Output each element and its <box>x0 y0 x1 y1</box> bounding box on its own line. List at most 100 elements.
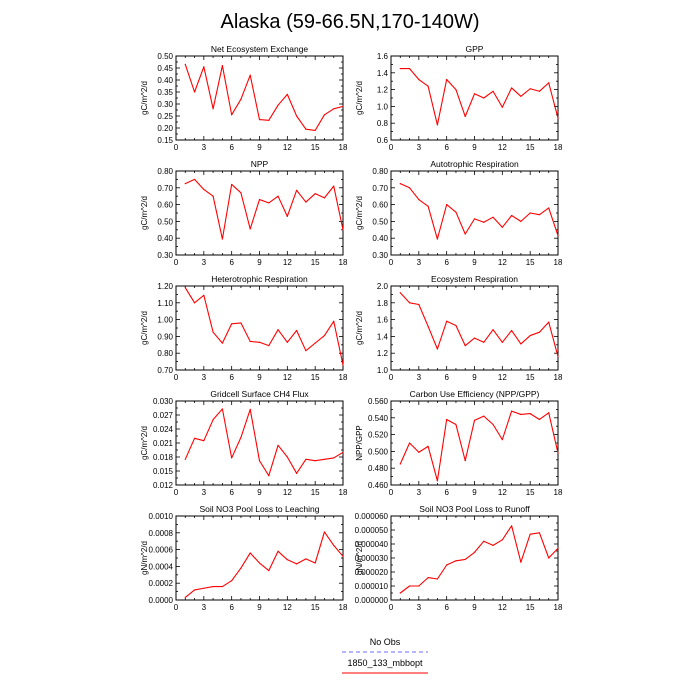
data-point <box>193 437 196 439</box>
data-point <box>203 440 205 442</box>
y-axis-label: gC/m^2/d <box>355 81 364 115</box>
series-line <box>184 64 344 131</box>
data-point <box>520 343 522 345</box>
y-axis-label: gC/m^2/d <box>140 426 149 460</box>
data-point <box>427 205 429 207</box>
x-tick-label: 18 <box>339 488 348 497</box>
data-point <box>427 577 429 579</box>
y-axis-label: gN/m^2/d <box>355 541 364 575</box>
y-tick-label: 0.030 <box>153 397 174 406</box>
data-point <box>286 215 288 217</box>
data-point <box>296 563 298 565</box>
data-point <box>277 104 279 106</box>
y-tick-label: 0.027 <box>153 411 174 420</box>
data-point <box>268 570 270 572</box>
data-point <box>418 451 420 453</box>
data-point <box>240 436 242 438</box>
x-tick-label: 15 <box>311 258 320 267</box>
data-point <box>342 105 344 107</box>
data-point <box>277 195 279 197</box>
x-tick-label: 6 <box>229 488 234 497</box>
data-point <box>323 531 326 533</box>
data-point <box>455 89 457 91</box>
data-point <box>212 108 214 110</box>
data-point <box>240 192 242 194</box>
y-tick-label: 0.8 <box>377 119 389 128</box>
x-tick-label: 0 <box>389 488 394 497</box>
y-tick-label: 0.50 <box>372 217 388 226</box>
legend: No Obs 1850_133_mbbopt <box>342 637 428 674</box>
data-point <box>342 364 344 366</box>
x-tick-label: 18 <box>554 373 563 382</box>
data-point <box>305 558 307 560</box>
y-tick-label: 0.80 <box>157 349 173 358</box>
panel-6: Ecosystem Respiration 0 3 6 9 12 15 18 1.0 1.2 1.4… <box>355 274 563 382</box>
data-point <box>427 85 429 87</box>
series-line <box>400 183 559 240</box>
data-point <box>193 302 196 304</box>
data-point <box>286 341 288 343</box>
panel-title: Ecosystem Respiration <box>431 274 518 284</box>
data-point <box>538 214 541 216</box>
data-point <box>473 93 476 95</box>
data-point <box>258 460 261 462</box>
data-point <box>473 419 476 421</box>
data-point <box>221 342 223 344</box>
x-tick-label: 3 <box>202 488 207 497</box>
data-point <box>548 82 550 84</box>
y-tick-label: 0.0004 <box>149 562 174 571</box>
y-tick-label: 0.45 <box>157 64 173 73</box>
x-tick-label: 18 <box>339 373 348 382</box>
x-tick-label: 0 <box>389 143 394 152</box>
x-tick-label: 15 <box>526 488 535 497</box>
data-point <box>520 413 522 416</box>
x-tick-label: 9 <box>257 143 262 152</box>
y-tick-label: 0.6 <box>377 136 389 145</box>
data-point <box>408 442 411 444</box>
x-tick-label: 12 <box>498 603 507 612</box>
y-tick-label: 0.30 <box>157 251 173 260</box>
data-point <box>473 551 476 554</box>
panel-title: Gridcell Surface CH4 Flux <box>210 389 309 399</box>
x-tick-label: 15 <box>526 373 535 382</box>
series-line <box>185 178 344 240</box>
data-point <box>333 185 335 187</box>
panel-10: Soil NO3 Pool Loss to Runoff 0 3 6 9 12 15 18 0.… <box>355 504 563 612</box>
x-tick-label: 12 <box>498 488 507 497</box>
x-tick-label: 3 <box>417 603 422 612</box>
y-tick-label: 0.40 <box>157 76 173 85</box>
y-tick-label: 0.20 <box>157 124 173 133</box>
data-point <box>221 238 223 240</box>
data-point <box>212 195 214 197</box>
x-tick-label: 15 <box>526 603 535 612</box>
y-tick-label: 2.0 <box>377 282 389 291</box>
x-tick-label: 9 <box>472 258 477 267</box>
x-tick-label: 12 <box>498 258 507 267</box>
x-tick-label: 3 <box>417 143 422 152</box>
y-tick-label: 0.70 <box>157 366 173 375</box>
data-point <box>520 95 522 97</box>
y-tick-label: 0.480 <box>368 464 389 473</box>
x-tick-label: 15 <box>311 603 320 612</box>
data-point <box>184 287 186 289</box>
x-tick-label: 9 <box>257 258 262 267</box>
y-tick-label: 1.6 <box>377 316 389 325</box>
plot-frame <box>175 400 344 486</box>
y-tick-label: 0.000020 <box>355 568 389 577</box>
x-tick-label: 9 <box>257 488 262 497</box>
y-tick-label: 0.000060 <box>355 512 389 521</box>
data-point <box>314 193 316 195</box>
data-point <box>455 211 457 213</box>
y-tick-label: 0.25 <box>157 112 173 121</box>
data-point <box>286 456 288 458</box>
data-point <box>268 119 270 121</box>
data-point <box>501 341 503 343</box>
legend-label-no-obs: No Obs <box>370 637 401 647</box>
data-point <box>538 532 541 534</box>
y-tick-label: 0.40 <box>157 234 173 243</box>
data-point <box>557 355 559 358</box>
data-point <box>436 480 438 482</box>
data-point <box>492 329 494 331</box>
data-point <box>436 578 438 580</box>
panel-7: Gridcell Surface CH4 Flux 0 3 6 9 12 15 18 0.012… <box>140 389 348 497</box>
